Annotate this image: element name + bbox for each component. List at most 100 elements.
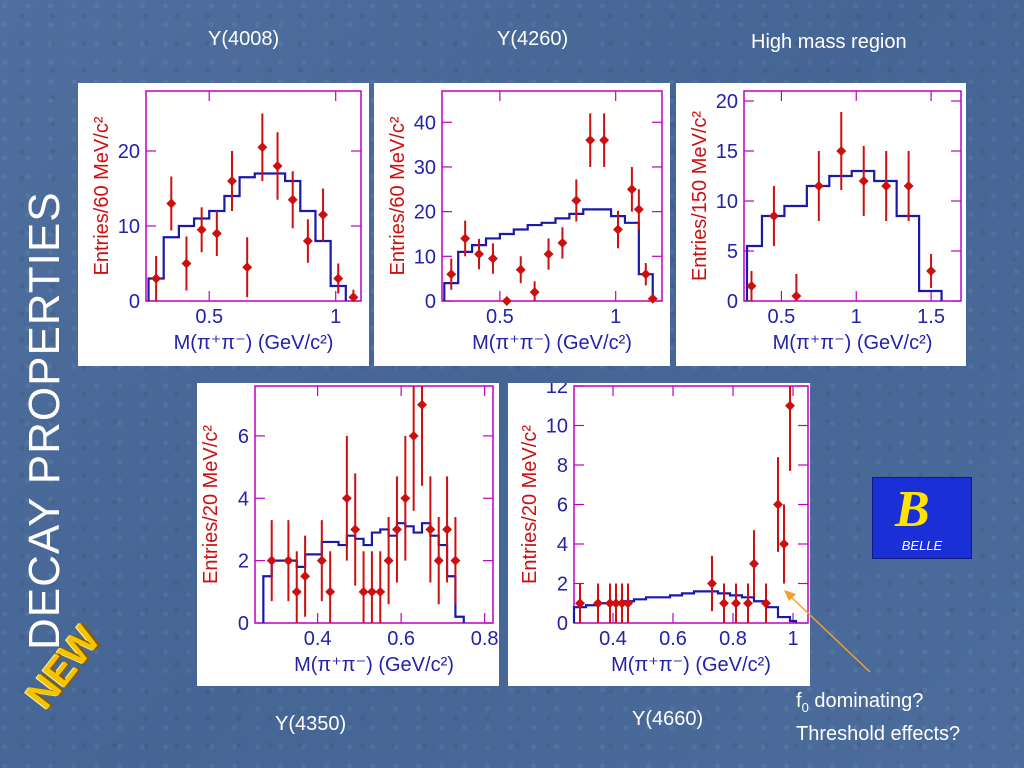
data-point bbox=[836, 146, 847, 156]
y-axis-label: Entries/150 MeV/c² bbox=[689, 111, 711, 281]
data-point bbox=[529, 287, 540, 298]
data-point bbox=[350, 524, 361, 535]
data-point bbox=[392, 524, 402, 535]
caption-y4660: Y(4660) bbox=[632, 708, 704, 730]
data-point bbox=[623, 598, 633, 609]
data-point bbox=[287, 194, 298, 205]
data-point bbox=[450, 555, 461, 566]
mc-histogram bbox=[572, 590, 798, 623]
data-point bbox=[325, 586, 336, 597]
data-point bbox=[743, 598, 753, 609]
x-tick-label: 1 bbox=[851, 306, 862, 328]
data-point bbox=[375, 586, 386, 597]
annotation-note: f0 dominating? Threshold effects? bbox=[796, 688, 960, 747]
x-tick-label: 1 bbox=[787, 628, 798, 650]
data-point bbox=[626, 184, 637, 195]
data-point bbox=[291, 586, 302, 597]
data-point bbox=[300, 571, 311, 582]
data-point bbox=[791, 291, 802, 301]
y-tick-label: 6 bbox=[557, 495, 568, 517]
data-point bbox=[640, 269, 651, 280]
x-axis-label: M(π⁺π⁻) (GeV/c²) bbox=[611, 654, 771, 676]
data-point bbox=[707, 578, 717, 589]
belle-logo-letter: B bbox=[895, 481, 930, 538]
y-tick-label: 2 bbox=[557, 574, 568, 596]
data-point bbox=[333, 273, 344, 284]
x-axis-label: M(π⁺π⁻) (GeV/c²) bbox=[773, 332, 933, 354]
data-point bbox=[400, 493, 411, 504]
data-point bbox=[779, 539, 789, 549]
data-point bbox=[227, 176, 237, 186]
data-point bbox=[166, 198, 177, 209]
caption-y4260: Y(4260) bbox=[497, 28, 569, 50]
data-point bbox=[926, 266, 937, 276]
y-tick-label: 0 bbox=[557, 613, 568, 635]
data-point bbox=[773, 499, 783, 510]
chart-panel-y4350: 0.4 0.6 0.8 0 2 4 6 M(π⁺π⁻) (GeV/c²) Entries/20 … bbox=[197, 383, 499, 686]
data-point bbox=[557, 237, 568, 248]
plot-frame bbox=[145, 90, 362, 302]
x-tick-label: 1 bbox=[610, 306, 621, 328]
chart-y4350: 0.4 0.6 0.8 0 2 4 6 M(π⁺π⁻) (GeV/c²) Entries/20 … bbox=[200, 385, 499, 676]
y-tick-label: 0 bbox=[727, 291, 738, 313]
data-point bbox=[242, 262, 253, 273]
data-point bbox=[605, 598, 615, 609]
y-tick-label: 4 bbox=[238, 488, 249, 510]
data-point bbox=[446, 269, 457, 280]
x-tick-label: 0.8 bbox=[719, 628, 747, 650]
y-tick-label: 6 bbox=[238, 426, 249, 448]
data-point bbox=[366, 586, 377, 597]
data-point bbox=[785, 400, 795, 411]
data-point bbox=[383, 555, 394, 566]
y-tick-label: 0 bbox=[238, 613, 249, 635]
y-tick-label: 0 bbox=[425, 291, 436, 313]
data-point bbox=[617, 598, 627, 609]
chart-high-mass: 0.5 1 1.5 0 5 10 15 20 M(π⁺π⁻) (GeV/c²) Entries/1… bbox=[689, 90, 962, 354]
data-point bbox=[813, 181, 824, 191]
caption-y4350: Y(4350) bbox=[275, 713, 347, 735]
data-point bbox=[611, 598, 621, 609]
data-point bbox=[633, 204, 644, 215]
chart-panel-y4660: 0.4 0.6 0.8 1 0 2 4 6 8 10 12 M(π⁺π⁻) (GeV/c²) Entri… bbox=[508, 383, 810, 686]
data-point bbox=[761, 598, 771, 609]
data-point bbox=[575, 598, 585, 609]
data-point bbox=[433, 555, 444, 566]
data-point bbox=[719, 598, 729, 609]
data-point bbox=[151, 273, 162, 284]
x-axis-label: M(π⁺π⁻) (GeV/c²) bbox=[472, 332, 632, 354]
data-point bbox=[358, 586, 369, 597]
data-point bbox=[647, 293, 658, 304]
x-axis-label: M(π⁺π⁻) (GeV/c²) bbox=[294, 654, 454, 676]
data-point bbox=[768, 211, 779, 221]
note-f-sub: 0 bbox=[801, 700, 809, 715]
chart-panel-y4260: 0.5 1 0 10 20 30 40 M(π⁺π⁻) (GeV/c²) Entries/60 … bbox=[374, 83, 670, 366]
data-point bbox=[408, 430, 419, 441]
y-tick-label: 10 bbox=[546, 416, 568, 438]
y-tick-label: 20 bbox=[118, 141, 140, 163]
plot-frame bbox=[743, 90, 962, 302]
data-point bbox=[571, 195, 582, 206]
x-tick-label: 0.5 bbox=[768, 306, 796, 328]
note-line1: dominating? bbox=[808, 690, 924, 712]
y-tick-label: 40 bbox=[414, 112, 436, 134]
data-point bbox=[599, 135, 610, 146]
data-point bbox=[417, 399, 427, 410]
belle-logo: B BELLE bbox=[872, 477, 972, 559]
y-tick-label: 10 bbox=[716, 191, 738, 213]
y-axis-label: Entries/60 MeV/c² bbox=[91, 116, 113, 275]
note-f: f bbox=[796, 690, 802, 712]
data-point bbox=[266, 555, 277, 566]
data-point bbox=[196, 224, 207, 235]
y-tick-label: 10 bbox=[118, 216, 140, 238]
y-tick-label: 4 bbox=[557, 534, 568, 556]
data-point bbox=[302, 236, 313, 246]
data-point bbox=[442, 524, 453, 535]
note-line2: Threshold effects? bbox=[796, 723, 961, 745]
y-axis-label: Entries/60 MeV/c² bbox=[387, 116, 409, 275]
data-point bbox=[593, 598, 603, 609]
y-tick-label: 2 bbox=[238, 551, 249, 573]
data-point bbox=[731, 598, 741, 609]
data-point bbox=[903, 181, 914, 191]
